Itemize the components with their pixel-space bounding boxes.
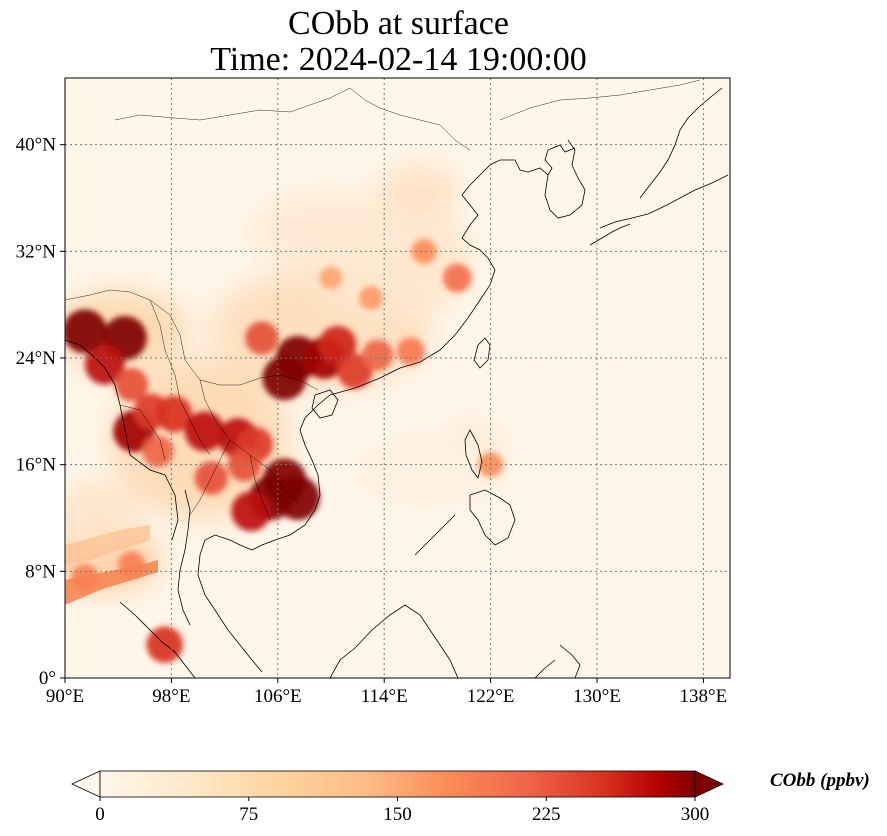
fire-hotspot [194, 461, 228, 495]
colorbar-ticks: 0 75 150 225 300 [95, 797, 709, 825]
colorbar-tick-label: 75 [239, 804, 258, 825]
axes: 90°E 98°E 106°E 114°E 122°E 130°E 138°E 0° 8°N 16… [16, 135, 728, 707]
fire-hotspot [142, 435, 174, 467]
fire-hotspot [262, 458, 307, 503]
map-area [65, 78, 730, 678]
x-tick-label: 122°E [467, 686, 515, 707]
colorbar: 0 75 150 225 300 [71, 770, 724, 825]
country-borders [65, 79, 701, 521]
plot-title-line2: Time: 2024-02-14 19:00:00 [210, 41, 587, 78]
y-tick-label: 32°N [16, 241, 57, 262]
fire-hotspot [155, 395, 193, 433]
x-tick-label: 138°E [680, 686, 728, 707]
colorbar-tick-label: 300 [681, 804, 710, 825]
fire-hotspot [319, 266, 343, 290]
colorbar-label: CObb (ppbv) [770, 770, 870, 791]
fire-hotspot [318, 325, 357, 364]
x-tick-label: 114°E [361, 686, 408, 707]
y-tick-label: 8°N [25, 561, 56, 582]
colorbar-tick-label: 0 [95, 804, 105, 825]
fire-hotspot [184, 411, 225, 452]
coastlines [65, 87, 729, 678]
fire-hotspot [227, 448, 262, 482]
hotspots-layer [65, 238, 503, 663]
fire-hotspot [442, 263, 472, 293]
fire-hotspot [231, 491, 272, 532]
x-tick-label: 90°E [46, 686, 84, 707]
colorbar-tick-label: 225 [532, 804, 561, 825]
colorbar-tick-label: 150 [383, 804, 412, 825]
y-tick-label: 0° [39, 668, 56, 689]
fire-hotspot [245, 321, 279, 355]
fire-hotspot [359, 286, 383, 310]
x-tick-label: 98°E [152, 686, 190, 707]
x-tick-label: 130°E [573, 686, 621, 707]
map-frame [64, 77, 731, 679]
fire-hotspot [85, 344, 125, 385]
y-tick-label: 24°N [16, 348, 57, 369]
fire-hotspot [411, 238, 437, 264]
fire-hotspot [114, 368, 149, 402]
colorbar-extend-max [694, 770, 724, 798]
fire-hotspot [71, 564, 99, 592]
smoke-band-west-2 [65, 525, 150, 565]
gridlines [65, 78, 730, 678]
fire-hotspot [361, 339, 394, 371]
colorbar-gradient [100, 771, 695, 797]
colorbar-extend-min [71, 770, 101, 798]
y-tick-label: 16°N [16, 455, 57, 476]
plot-title-line1: CObb at surface [288, 5, 509, 42]
fire-hotspot [396, 337, 425, 366]
y-tick-label: 40°N [16, 135, 57, 156]
fire-hotspot [65, 309, 107, 354]
x-tick-label: 106°E [254, 686, 302, 707]
fire-hotspot [118, 551, 145, 579]
